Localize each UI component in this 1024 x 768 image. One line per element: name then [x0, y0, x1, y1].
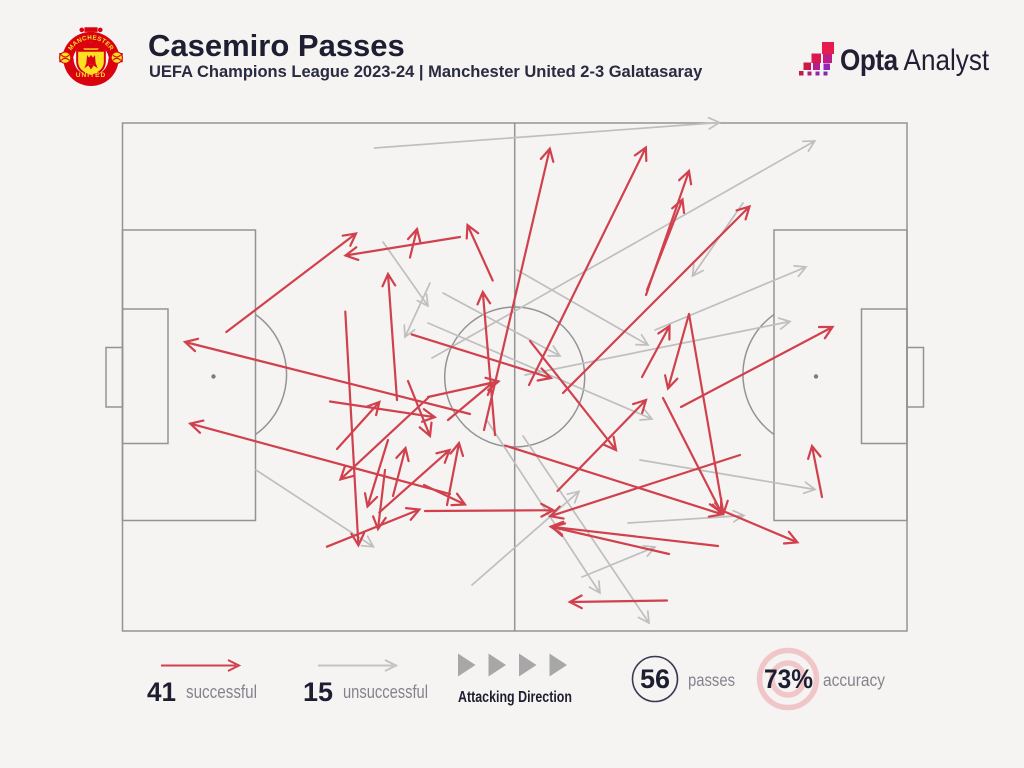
- svg-text:passes: passes: [688, 670, 735, 690]
- svg-text:56: 56: [640, 664, 670, 694]
- svg-text:Attacking Direction: Attacking Direction: [458, 689, 572, 706]
- svg-text:UNITED: UNITED: [76, 72, 106, 79]
- svg-text:accuracy: accuracy: [823, 670, 885, 690]
- svg-text:15: 15: [303, 677, 333, 707]
- svg-text:73%: 73%: [764, 664, 813, 694]
- svg-text:successful: successful: [186, 682, 257, 702]
- svg-text:unsuccessful: unsuccessful: [343, 682, 428, 702]
- svg-text:41: 41: [147, 677, 176, 707]
